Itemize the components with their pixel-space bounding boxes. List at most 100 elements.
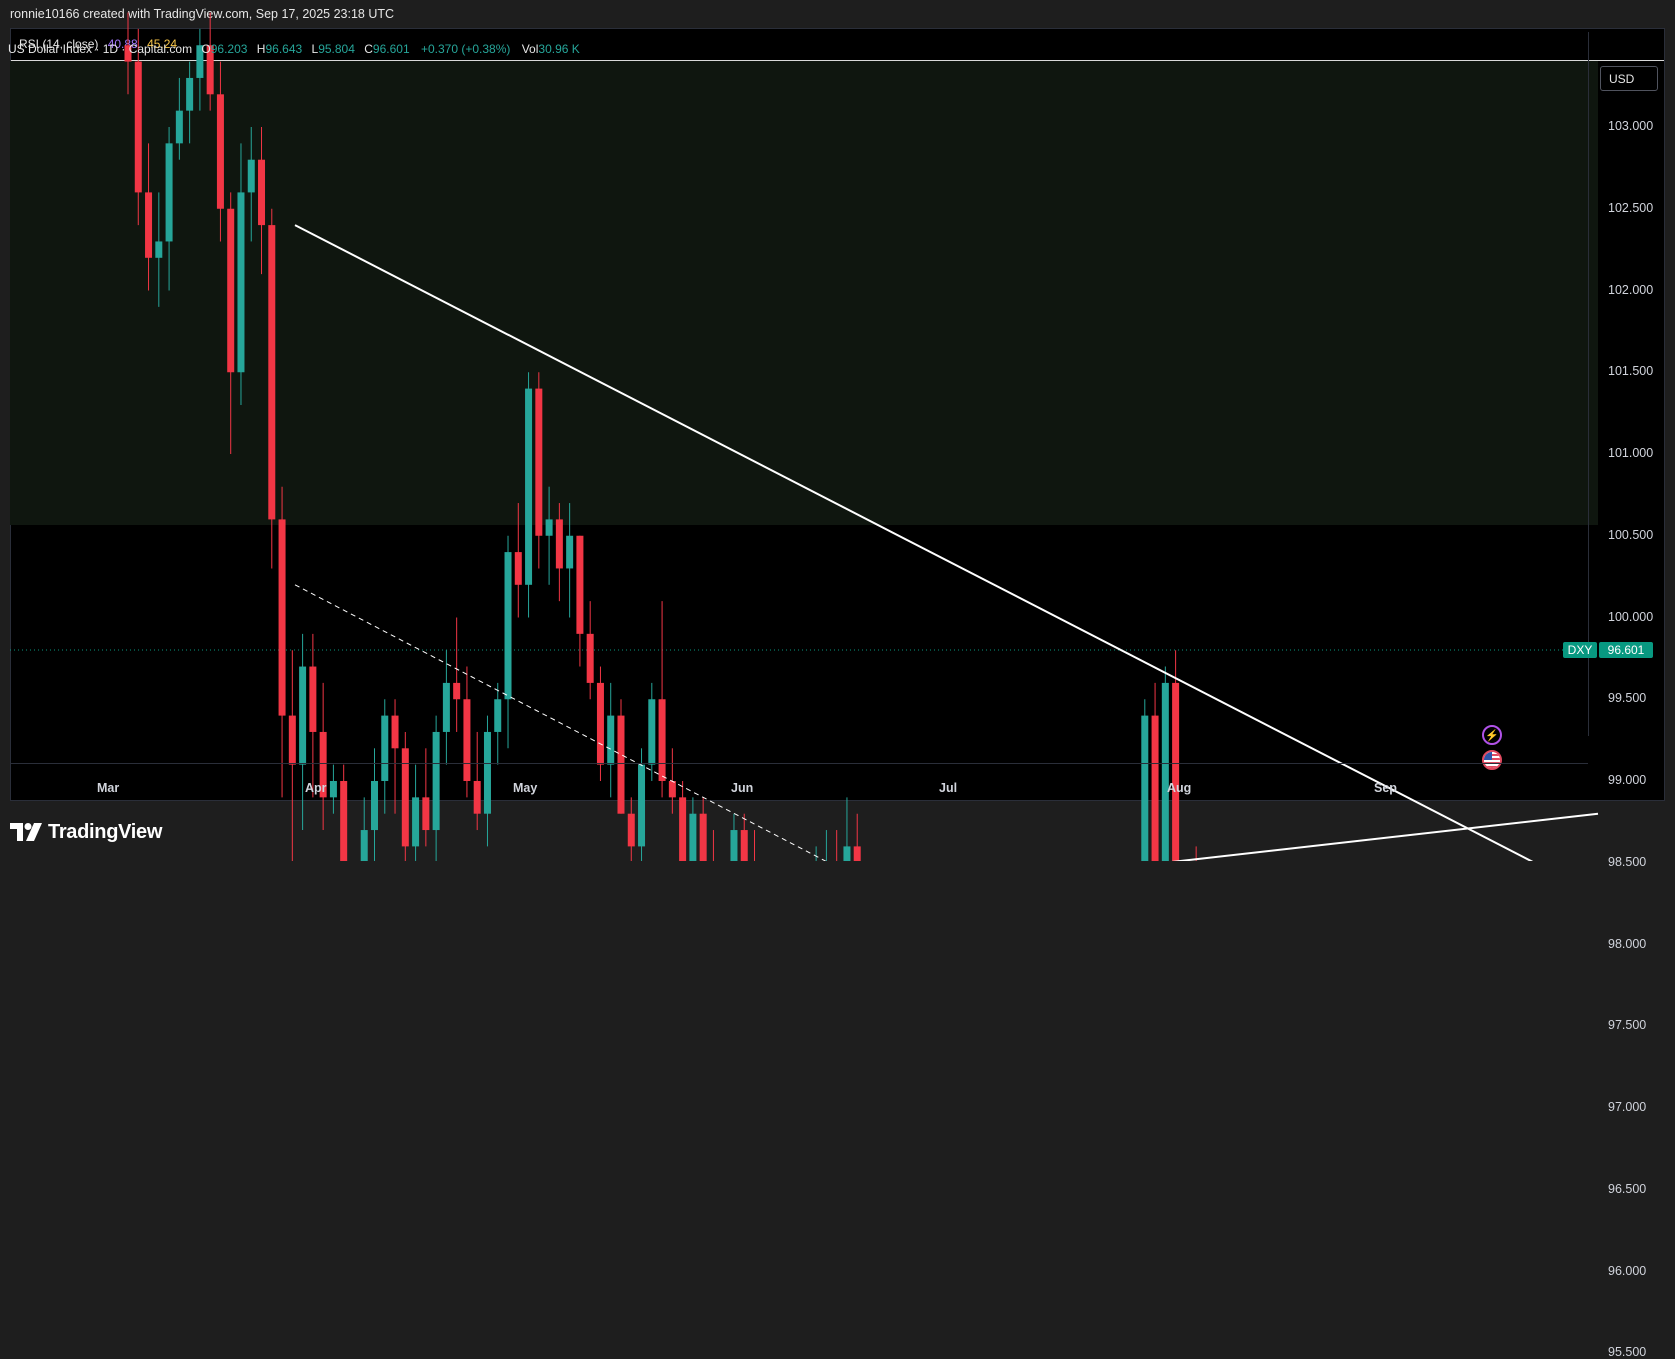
candle-down: [740, 830, 748, 861]
candle-down: [216, 94, 224, 209]
candle-up: [1161, 682, 1169, 861]
candle-up: [504, 552, 512, 700]
candle-down: [227, 208, 235, 373]
candle-up: [381, 715, 389, 781]
volume-value: 30.96 K: [538, 42, 580, 56]
candle-down: [658, 699, 666, 781]
candle-up: [494, 699, 502, 732]
candle-down: [535, 388, 543, 536]
time-axis[interactable]: [10, 763, 1588, 799]
candle-down: [258, 159, 266, 226]
price-tick-label: 103.000: [1608, 119, 1654, 133]
candle-up: [155, 241, 163, 258]
candle-down: [422, 797, 430, 831]
candle-down: [1172, 682, 1180, 861]
price-tick-label: 102.000: [1608, 282, 1654, 297]
rsi-pane-header[interactable]: RSI (14, close) 40.88 45.24: [11, 29, 1664, 61]
high-key: H: [256, 42, 266, 56]
candle-up: [196, 45, 204, 78]
candle-up: [247, 159, 255, 193]
candle-up: [483, 731, 491, 814]
candle-up: [545, 519, 553, 536]
last-price-tag: 96.601: [1599, 642, 1653, 658]
candle-down: [391, 715, 399, 749]
close-value: 96.601: [372, 42, 410, 56]
low-key: L: [311, 42, 319, 56]
candle-down: [627, 813, 635, 847]
trendline-rising-support[interactable]: [10, 812, 1599, 861]
candle-up: [525, 388, 533, 585]
brand-name: TradingView: [48, 820, 163, 843]
price-tick-label: 101.000: [1608, 446, 1654, 460]
candle-up: [165, 143, 173, 242]
candle-down: [853, 846, 861, 861]
candle-up: [638, 764, 646, 847]
trendline-mid-channel[interactable]: [294, 584, 1598, 861]
trendline-upper-channel[interactable]: [294, 224, 1598, 861]
price-tick-label: 100.500: [1608, 527, 1654, 542]
ticker-tag: DXY: [1563, 642, 1597, 658]
time-tick-label: Apr: [305, 781, 327, 795]
price-tick-label: 97.500: [1608, 1018, 1647, 1033]
tradingview-brand[interactable]: TradingView: [10, 818, 162, 846]
symbol-name: US Dollar Index · 1D · Capital.com: [8, 42, 193, 56]
candle-down: [555, 519, 563, 569]
candle-up: [370, 781, 378, 831]
candle-down: [319, 731, 327, 798]
candle-up: [648, 699, 656, 765]
candles-group: [124, 12, 1197, 861]
time-tick-label: Aug: [1167, 781, 1192, 795]
price-chart-canvas[interactable]: [0, 0, 1675, 861]
price-tick-label: 96.500: [1608, 1181, 1647, 1196]
price-axis[interactable]: [1588, 32, 1655, 736]
candle-down: [206, 45, 214, 95]
close-key: C: [364, 42, 373, 56]
volume-key: Vol: [521, 42, 539, 56]
price-tick-label: 99.000: [1608, 773, 1647, 787]
time-tick-label: Mar: [97, 781, 120, 795]
open-value: 96.203: [210, 42, 248, 56]
bolt-icon[interactable]: ⚡: [1482, 725, 1502, 745]
chart-background-tint: [10, 61, 1598, 525]
candle-down: [463, 699, 471, 781]
low-value: 95.804: [318, 42, 355, 56]
candle-up: [360, 830, 368, 861]
candle-down: [124, 45, 132, 62]
candle-down: [401, 748, 409, 847]
candle-up: [843, 846, 851, 861]
candle-down: [1151, 715, 1159, 861]
time-tick-label: Sep: [1374, 781, 1397, 795]
high-value: 96.643: [265, 42, 303, 56]
us-flag-icon[interactable]: [1482, 750, 1502, 770]
time-tick-label: May: [513, 781, 538, 795]
candle-down: [340, 781, 348, 861]
candle-down: [699, 813, 707, 861]
change-value: +0.370 (+0.38%): [420, 42, 511, 56]
open-key: O: [201, 42, 211, 56]
trendlines-group[interactable]: [10, 224, 1599, 861]
candle-down: [134, 61, 142, 193]
candle-up: [186, 77, 194, 111]
currency-button[interactable]: USD: [1600, 66, 1658, 91]
candle-up: [432, 731, 440, 831]
candle-down: [586, 633, 594, 683]
candle-down: [596, 682, 604, 765]
price-tick-label: 102.500: [1608, 200, 1654, 215]
symbol-legend[interactable]: US Dollar Index · 1D · Capital.com O96.2…: [8, 42, 580, 56]
candle-down: [278, 519, 286, 716]
candle-up: [442, 682, 450, 732]
candle-down: [268, 225, 276, 520]
price-tick-label: 96.000: [1608, 1263, 1647, 1278]
candle-down: [309, 666, 317, 732]
price-tick-label: 98.500: [1608, 854, 1647, 869]
candle-down: [145, 192, 153, 258]
candle-up: [689, 813, 697, 861]
tradingview-logo-icon: [10, 823, 42, 841]
candle-down: [473, 781, 481, 814]
credit-text: ronnie10166 created with TradingView.com…: [10, 7, 395, 21]
price-tick-label: 101.500: [1608, 364, 1654, 379]
candle-down: [679, 797, 687, 861]
candle-up: [237, 192, 245, 373]
candle-up: [566, 535, 574, 569]
candle-up: [607, 715, 615, 765]
